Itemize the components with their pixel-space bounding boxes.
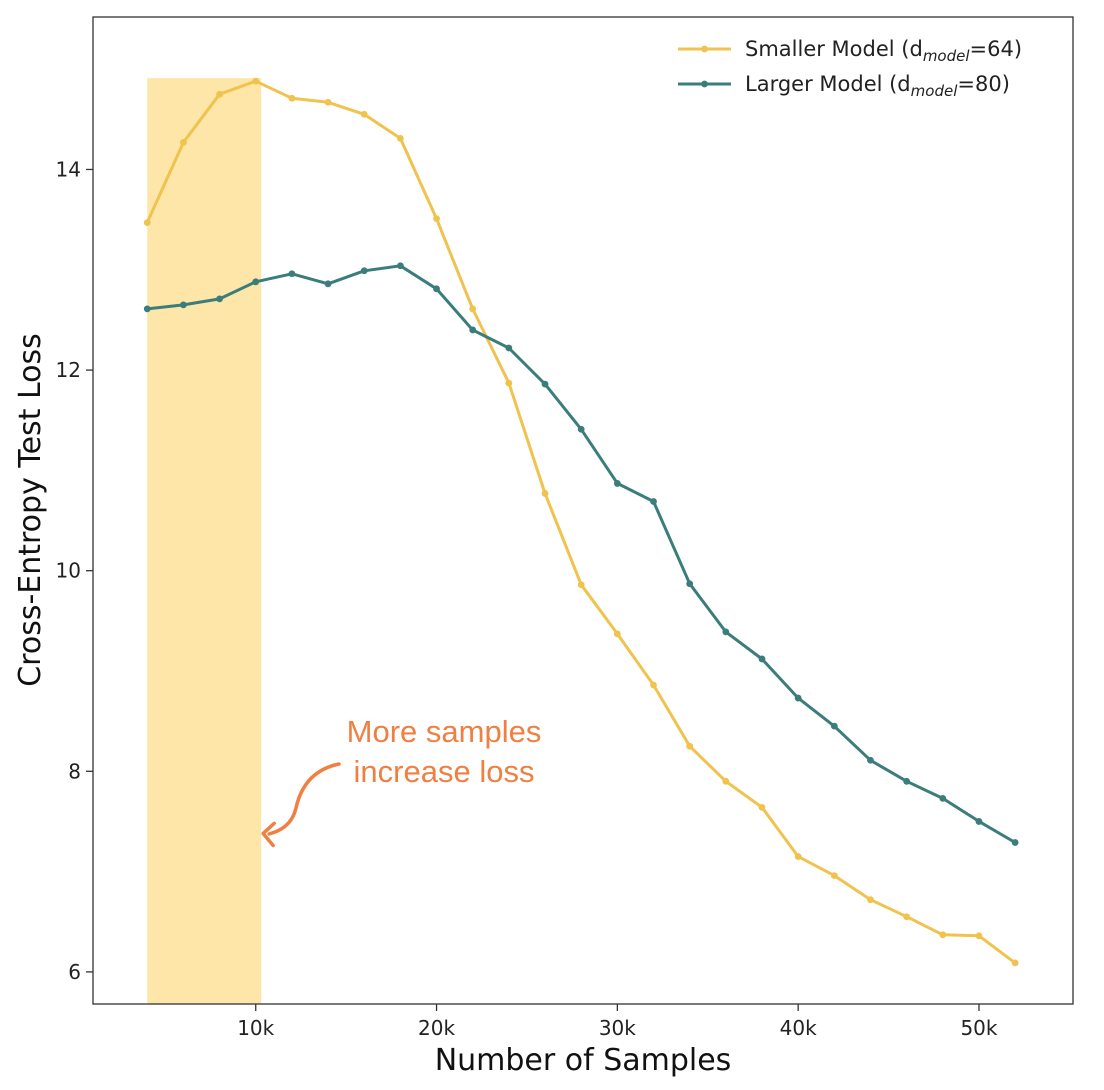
series-1-point — [469, 305, 477, 313]
series-1-point — [324, 98, 332, 106]
legend-entry-2: Larger Model (dmodel=80) — [745, 72, 1010, 100]
series-2-point — [396, 262, 404, 270]
series-1-point — [686, 742, 694, 750]
series-2-point — [758, 655, 766, 663]
series-1-point — [613, 630, 621, 638]
legend-swatch-marker — [701, 80, 708, 88]
series-1-point — [288, 94, 296, 102]
y-tick-label: 6 — [68, 960, 81, 984]
series-1-point — [216, 90, 223, 98]
series-1-point — [577, 581, 585, 589]
series-2-point — [143, 305, 151, 313]
annotation-arrow — [267, 762, 341, 836]
series-1-point — [1011, 959, 1019, 967]
series-1-point — [650, 681, 657, 689]
series-1-point — [396, 134, 404, 142]
series-1-point — [830, 872, 838, 880]
series-2-point — [830, 722, 838, 730]
annotation: More samples increase loss — [261, 714, 542, 848]
annotation-line-2: increase loss — [354, 754, 535, 789]
y-tick-label: 10 — [56, 559, 81, 583]
x-tick-label: 30k — [599, 1016, 636, 1040]
x-tick-label: 50k — [960, 1016, 997, 1040]
series-2-point — [867, 756, 874, 764]
series-1-point — [794, 853, 802, 860]
x-tick-label: 10k — [237, 1016, 274, 1040]
series-1-point — [903, 913, 911, 921]
x-axis-label: Number of Samples — [435, 1043, 732, 1078]
series-2-point — [903, 777, 911, 785]
series-2-point — [686, 580, 694, 588]
y-axis-ticks: 6 8 10 12 14 — [56, 157, 93, 984]
series-2-point — [975, 818, 983, 825]
series-2-point — [433, 285, 440, 293]
series-2-point — [577, 425, 585, 433]
series-2-point — [650, 498, 657, 505]
series-2-point — [252, 278, 260, 286]
series-1-point — [505, 379, 513, 387]
series-1-point — [252, 77, 260, 85]
series-1-point — [433, 215, 440, 223]
series-1-point — [541, 490, 549, 497]
series-1-point — [867, 896, 874, 904]
series-2-point — [469, 326, 477, 334]
x-tick-label: 40k — [780, 1016, 817, 1040]
y-tick-label: 14 — [56, 157, 81, 181]
series-2-point — [541, 380, 549, 388]
legend: Smaller Model (dmodel=64) Larger Model (d… — [678, 37, 1022, 100]
series-1-point — [180, 138, 187, 146]
series-2-point — [794, 694, 802, 702]
y-axis-label: Cross-Entropy Test Loss — [13, 333, 48, 687]
series-2-point — [1011, 839, 1019, 846]
series-layer — [143, 77, 1019, 967]
series-line-2 — [147, 264, 1016, 844]
series-2-point — [613, 480, 621, 487]
annotation-arrowhead — [261, 821, 276, 848]
legend-entry-1: Smaller Model (dmodel=64) — [745, 37, 1022, 65]
series-2-point — [722, 628, 730, 636]
series-1-point — [360, 110, 368, 118]
series-2-point — [216, 295, 223, 303]
series-2-point — [360, 267, 368, 275]
series-2-point — [324, 280, 332, 288]
series-1-point — [975, 932, 983, 940]
x-tick-label: 20k — [418, 1016, 455, 1040]
series-2-point — [180, 301, 187, 309]
plot-area-frame — [92, 16, 1074, 1005]
series-2-point — [288, 270, 296, 278]
legend-swatch-marker — [701, 45, 708, 53]
series-1-point — [722, 777, 730, 785]
annotation-line-1: More samples — [347, 714, 542, 749]
y-tick-label: 8 — [68, 759, 81, 783]
y-tick-label: 12 — [56, 358, 81, 382]
x-axis-ticks: 10k 20k 30k 40k 50k — [237, 1004, 998, 1040]
highlight-region — [147, 78, 262, 1004]
series-2-point — [505, 344, 513, 352]
series-1-point — [939, 931, 947, 939]
series-1-point — [143, 219, 151, 227]
series-2-point — [939, 794, 947, 802]
series-1-point — [758, 804, 766, 811]
